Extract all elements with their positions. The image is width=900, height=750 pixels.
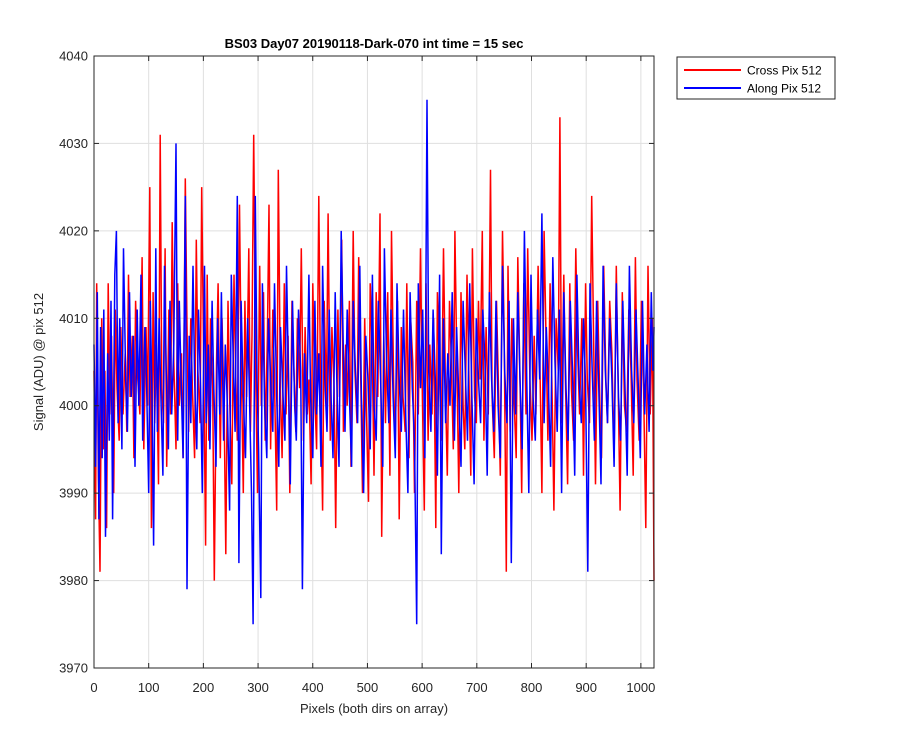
chart-title: BS03 Day07 20190118-Dark-070 int time = …	[225, 36, 524, 51]
y-tick-label: 4020	[59, 223, 88, 238]
axis-ticks	[93, 55, 654, 669]
x-tick-label: 400	[302, 680, 324, 695]
legend: Cross Pix 512 Along Pix 512	[676, 56, 836, 100]
y-tick-label: 3980	[59, 573, 88, 588]
plot-frame	[93, 55, 655, 669]
y-tick-label: 3990	[59, 486, 88, 501]
x-tick-label: 900	[575, 680, 597, 695]
series-group	[93, 99, 655, 625]
x-tick-label: 600	[411, 680, 433, 695]
legend-box	[676, 56, 836, 100]
y-tick-label: 4010	[59, 311, 88, 326]
x-axis-label: Pixels (both dirs on array)	[300, 701, 448, 716]
x-tick-label: 300	[247, 680, 269, 695]
x-tick-label: 200	[193, 680, 215, 695]
x-tick-label: 0	[90, 680, 97, 695]
legend-label-cross: Cross Pix 512	[747, 64, 822, 78]
y-tick-label: 4000	[59, 398, 88, 413]
tick-labels: 0 100 200 300 400 500 600 700 800 900 1000 3970 3980…	[59, 49, 655, 696]
x-tick-label: 800	[521, 680, 543, 695]
series-line-along-pix-512	[93, 99, 655, 625]
legend-label-along: Along Pix 512	[747, 82, 821, 96]
y-axis-label: Signal (ADU) @ pix 512	[31, 293, 46, 431]
x-tick-label: 500	[357, 680, 379, 695]
y-tick-label: 4040	[59, 49, 88, 64]
y-tick-label: 4030	[59, 136, 88, 151]
y-tick-label: 3970	[59, 661, 88, 676]
x-tick-label: 100	[138, 680, 160, 695]
x-tick-label: 1000	[626, 680, 655, 695]
x-tick-label: 700	[466, 680, 488, 695]
